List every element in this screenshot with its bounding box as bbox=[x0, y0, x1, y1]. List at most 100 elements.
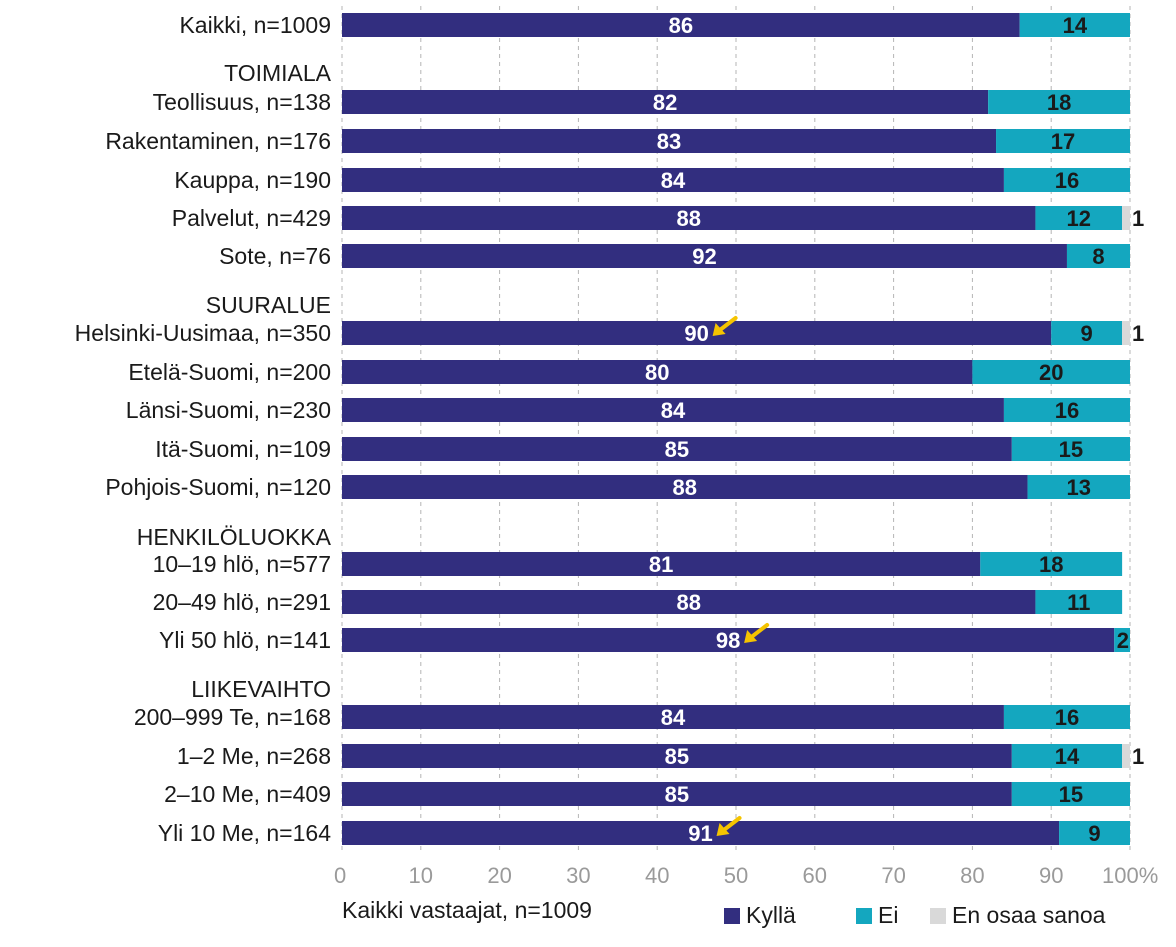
bar-segment-kylla bbox=[342, 360, 973, 384]
group-heading: TOIMIALA bbox=[224, 60, 332, 86]
category-label: Etelä-Suomi, n=200 bbox=[128, 359, 331, 385]
bar-segment-kylla bbox=[342, 90, 989, 114]
data-label: 82 bbox=[653, 90, 677, 115]
x-tick-label: 90 bbox=[1039, 863, 1063, 888]
x-tick-label: 30 bbox=[566, 863, 590, 888]
bar-segment-ei bbox=[1051, 321, 1123, 345]
legend-swatch bbox=[856, 908, 872, 924]
x-tick-label: 100% bbox=[1102, 863, 1158, 888]
bar-segment-kylla bbox=[342, 475, 1028, 499]
category-label: Pohjois-Suomi, n=120 bbox=[105, 474, 331, 500]
category-label: Kauppa, n=190 bbox=[174, 167, 331, 193]
x-tick-label: 70 bbox=[881, 863, 905, 888]
category-label: Länsi-Suomi, n=230 bbox=[126, 397, 331, 423]
data-label: 18 bbox=[1047, 90, 1071, 115]
x-tick-label: 40 bbox=[645, 863, 669, 888]
data-label: 20 bbox=[1039, 360, 1063, 385]
bar-segment-ei bbox=[1035, 206, 1123, 230]
bar-segment-ei bbox=[1066, 244, 1130, 268]
data-label: 15 bbox=[1059, 782, 1083, 807]
category-label: 1–2 Me, n=268 bbox=[177, 743, 331, 769]
category-label: Itä-Suomi, n=109 bbox=[155, 436, 331, 462]
data-label: 98 bbox=[716, 628, 740, 653]
data-label: 9 bbox=[1088, 821, 1100, 846]
bar-segment-kylla bbox=[342, 821, 1060, 845]
data-label: 16 bbox=[1055, 398, 1079, 423]
legend-label: Ei bbox=[878, 902, 898, 928]
data-label: 14 bbox=[1063, 13, 1088, 38]
bar-segment-kylla bbox=[342, 552, 981, 576]
data-label: 1 bbox=[1132, 206, 1144, 231]
bar-segment-ei bbox=[1011, 744, 1123, 768]
bar-segment-ei bbox=[1027, 475, 1130, 499]
data-label: 84 bbox=[661, 705, 686, 730]
legend-item-en-osaa-sanoa: En osaa sanoa bbox=[930, 902, 1106, 928]
respondents-note: Kaikki vastaajat, n=1009 bbox=[342, 897, 592, 923]
data-label: 16 bbox=[1055, 705, 1079, 730]
category-label: Rakentaminen, n=176 bbox=[105, 128, 331, 154]
bar-segment-ei bbox=[1035, 590, 1123, 614]
category-label: Kaikki, n=1009 bbox=[179, 12, 331, 38]
x-tick-label: 20 bbox=[487, 863, 511, 888]
category-label: Yli 10 Me, n=164 bbox=[158, 820, 331, 846]
bar-segment-ei bbox=[972, 360, 1130, 384]
bar-segment-kylla bbox=[342, 321, 1052, 345]
legend-label: Kyllä bbox=[746, 902, 796, 928]
bar-segment-kylla bbox=[342, 13, 1020, 37]
data-label: 1 bbox=[1132, 321, 1144, 346]
data-label: 1 bbox=[1132, 744, 1144, 769]
bar-segment-en-osaa-sanoa bbox=[1122, 206, 1130, 230]
bar-segment-ei bbox=[1003, 705, 1130, 729]
bar-segment-ei bbox=[1114, 628, 1130, 652]
data-label: 8 bbox=[1092, 244, 1104, 269]
bar-segment-ei bbox=[996, 129, 1130, 153]
data-label: 88 bbox=[676, 590, 700, 615]
data-label: 17 bbox=[1051, 129, 1075, 154]
data-label: 91 bbox=[688, 821, 712, 846]
bar-segment-kylla bbox=[342, 244, 1067, 268]
bar-segment-kylla bbox=[342, 628, 1115, 652]
data-label: 14 bbox=[1055, 744, 1080, 769]
legend: Kyllä Ei En osaa sanoa bbox=[724, 902, 1106, 928]
bar-segment-ei bbox=[988, 90, 1130, 114]
bar-segment-kylla bbox=[342, 744, 1012, 768]
data-label: 16 bbox=[1055, 168, 1079, 193]
category-label: 10–19 hlö, n=577 bbox=[153, 551, 331, 577]
highlight-arrow-icon bbox=[712, 316, 738, 336]
group-heading: SUURALUE bbox=[206, 292, 331, 318]
data-label: 9 bbox=[1081, 321, 1093, 346]
highlight-arrow-icon bbox=[744, 623, 770, 643]
data-label: 13 bbox=[1067, 475, 1091, 500]
bar-segment-kylla bbox=[342, 206, 1036, 230]
data-label: 11 bbox=[1067, 590, 1090, 615]
bar-segment-ei bbox=[1003, 398, 1130, 422]
x-tick-label: 10 bbox=[409, 863, 433, 888]
bar-segment-en-osaa-sanoa bbox=[1122, 321, 1130, 345]
chart-rows: Kaikki, n=1009 86 14 TOIMIALA Teollisuus, n=… bbox=[75, 12, 1145, 846]
data-label: 81 bbox=[649, 552, 673, 577]
data-label: 90 bbox=[684, 321, 708, 346]
data-label: 83 bbox=[657, 129, 681, 154]
category-label: Yli 50 hlö, n=141 bbox=[159, 627, 331, 653]
category-label: 2–10 Me, n=409 bbox=[164, 781, 331, 807]
bar-segment-ei bbox=[1011, 437, 1130, 461]
category-label: Helsinki-Uusimaa, n=350 bbox=[75, 320, 331, 346]
highlight-arrow-icon bbox=[716, 816, 742, 836]
data-label: 2 bbox=[1117, 628, 1129, 653]
data-label: 85 bbox=[665, 437, 689, 462]
bar-segment-ei bbox=[1019, 13, 1130, 37]
data-label: 84 bbox=[661, 168, 686, 193]
data-label: 15 bbox=[1059, 437, 1083, 462]
x-axis: 0 10 20 30 40 50 60 70 80 90 100% bbox=[334, 863, 1158, 888]
data-label: 88 bbox=[673, 475, 697, 500]
data-label: 92 bbox=[692, 244, 716, 269]
legend-item-kylla: Kyllä bbox=[724, 902, 796, 928]
bar-segment-kylla bbox=[342, 437, 1012, 461]
bar-segment-kylla bbox=[342, 782, 1012, 806]
data-label: 12 bbox=[1067, 206, 1091, 231]
bar-segment-kylla bbox=[342, 168, 1004, 192]
legend-item-ei: Ei bbox=[856, 902, 898, 928]
bar-segment-kylla bbox=[342, 705, 1004, 729]
bar-segment-ei bbox=[980, 552, 1123, 576]
